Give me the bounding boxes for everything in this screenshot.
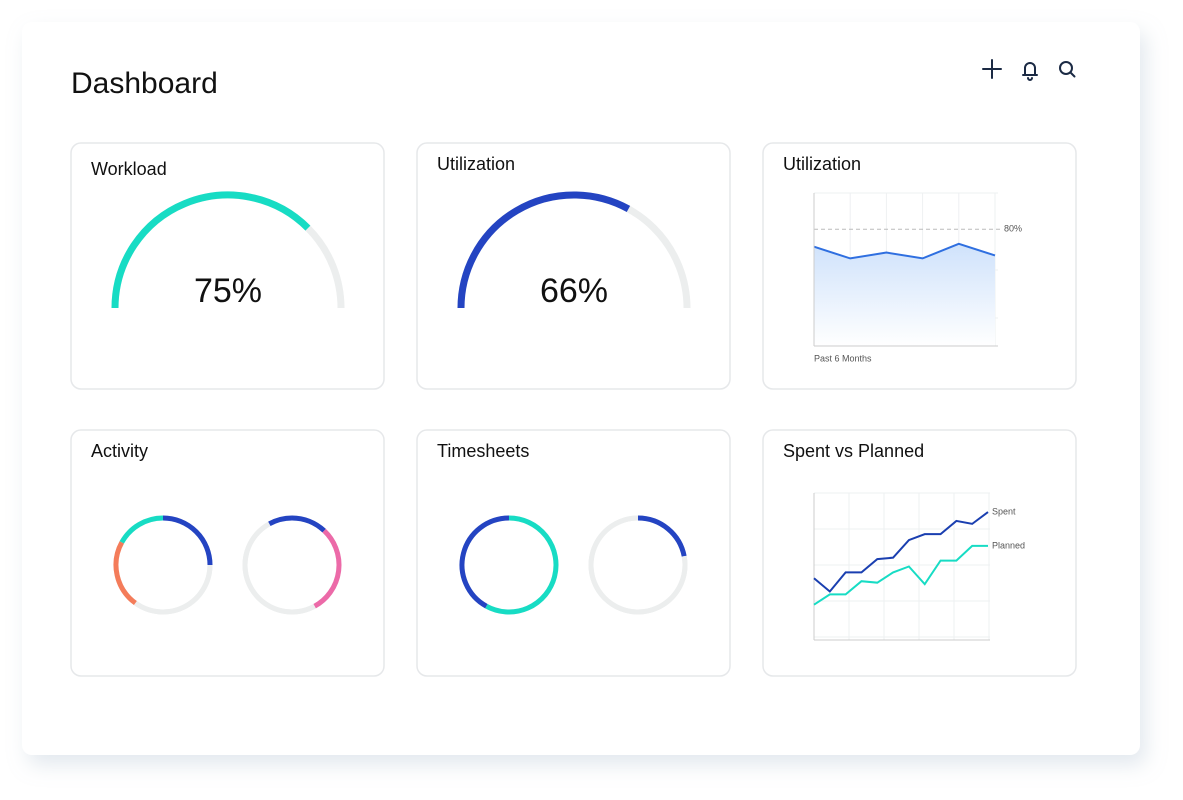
card-title: Activity — [91, 441, 148, 461]
page-title: Dashboard — [71, 67, 218, 100]
gauge-value: 66% — [540, 272, 608, 310]
reference-label: 80% — [1004, 224, 1022, 234]
gauge-arc — [111, 191, 311, 309]
ring-segment — [242, 521, 316, 615]
card — [416, 429, 731, 677]
card — [416, 142, 731, 390]
add-button[interactable] — [982, 59, 1002, 79]
ring-segment — [113, 541, 137, 606]
ring-segment — [313, 528, 342, 609]
ring-segment — [291, 515, 326, 533]
ring-segment — [588, 515, 688, 615]
ring-segment — [459, 515, 510, 609]
area-line — [813, 242, 996, 260]
x-axis-label: Past 6 Months — [814, 353, 872, 363]
ring-segment — [119, 515, 164, 544]
ring-segment — [637, 515, 687, 557]
ring-segment — [268, 515, 293, 527]
gauge-value: 75% — [194, 272, 262, 310]
card-title: Timesheets — [437, 441, 529, 461]
gauge-arc — [457, 191, 631, 309]
card-title: Utilization — [783, 154, 861, 174]
ring-segment — [133, 564, 213, 615]
card-title: Workload — [91, 159, 167, 179]
area-fill — [814, 243, 995, 346]
series-line — [813, 511, 989, 593]
card-title: Spent vs Planned — [783, 441, 924, 461]
legend-label: Planned — [992, 540, 1025, 550]
card — [70, 142, 385, 390]
ring-segment — [485, 515, 559, 615]
card — [70, 429, 385, 677]
notifications-button[interactable] — [1022, 62, 1038, 81]
card-title: Utilization — [437, 154, 515, 174]
legend-label: Spent — [992, 506, 1016, 516]
ring-segment — [162, 515, 213, 566]
series-line — [813, 544, 988, 606]
search-button[interactable] — [1059, 61, 1076, 78]
